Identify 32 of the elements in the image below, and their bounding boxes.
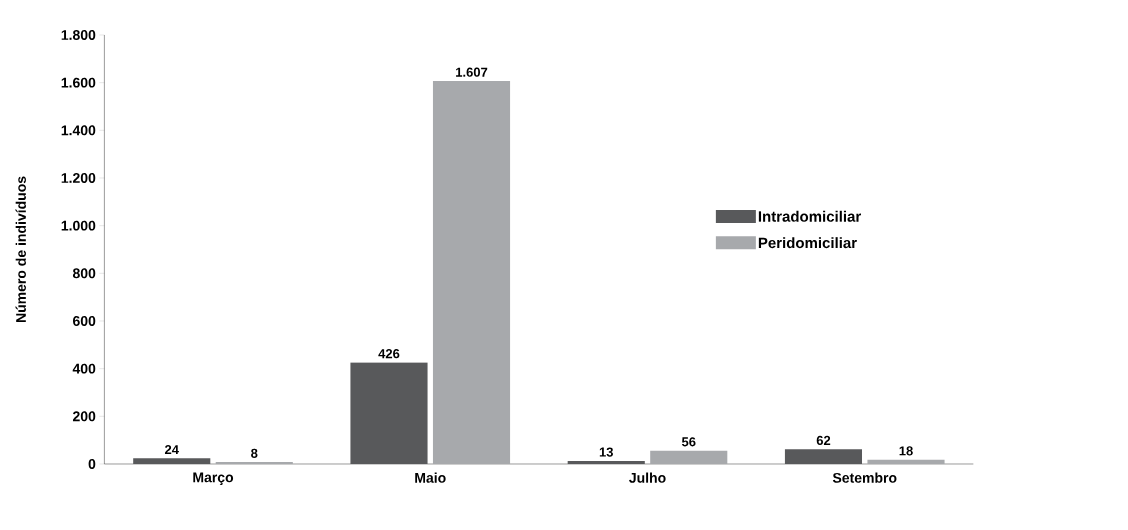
bar (784, 449, 863, 464)
data-label: 426 (378, 349, 400, 359)
bar (432, 80, 511, 464)
y-tick-label: 1.400 (61, 125, 96, 136)
data-label: 56 (681, 437, 696, 447)
data-label: 62 (816, 435, 831, 446)
bar (567, 460, 645, 464)
data-label: 18 (899, 446, 913, 456)
legend-label: Intradomiciliar (758, 210, 862, 222)
y-tick-label: 600 (73, 316, 96, 326)
bar (650, 450, 728, 464)
y-tick-label: 800 (72, 268, 96, 279)
data-label: 13 (599, 447, 613, 457)
x-tick-label: Março (193, 472, 234, 486)
y-tick-label: 1.600 (61, 77, 96, 88)
y-tick-label: 1.800 (61, 30, 96, 40)
legend-label: Peridomiciliar (758, 237, 857, 249)
data-label: 8 (251, 448, 258, 458)
bar (133, 458, 211, 464)
y-tick-label: 0 (88, 459, 96, 469)
y-axis-title: Número de indivíduos (15, 176, 26, 323)
x-tick-label: Maio (415, 472, 446, 483)
bar (350, 362, 428, 464)
y-tick-label: 1.200 (61, 173, 96, 183)
x-tick-label: Setembro (832, 472, 897, 483)
y-tick-label: 200 (72, 411, 96, 422)
data-label: 1.607 (456, 67, 488, 77)
y-tick-label: 400 (72, 363, 96, 374)
x-tick-label: Julho (629, 472, 666, 483)
data-label: 24 (164, 444, 179, 455)
bar (867, 459, 945, 464)
y-tick-label: 1.000 (61, 220, 96, 231)
